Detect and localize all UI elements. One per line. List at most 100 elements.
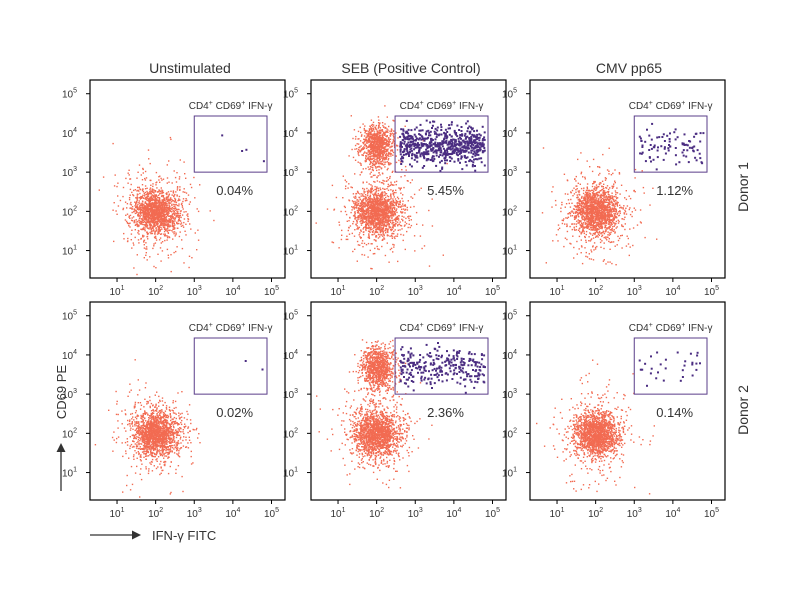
negative-event [144, 177, 146, 180]
negative-event [388, 143, 391, 146]
negative-event [362, 222, 364, 224]
positive-event [460, 130, 463, 132]
negative-event [140, 221, 142, 223]
negative-event [364, 132, 366, 134]
negative-event [381, 209, 383, 211]
negative-event [122, 186, 125, 189]
negative-event [379, 159, 381, 161]
negative-event [360, 131, 362, 134]
negative-event [379, 214, 381, 216]
positive-event [463, 156, 466, 159]
negative-event [158, 201, 160, 204]
x-tick-label: 104 [225, 285, 240, 298]
negative-event [396, 215, 399, 218]
negative-event [392, 139, 394, 141]
negative-event [377, 197, 379, 200]
negative-event [390, 155, 392, 157]
negative-event [371, 216, 374, 218]
negative-event [367, 191, 370, 193]
negative-event [176, 222, 178, 224]
negative-event [362, 142, 365, 145]
negative-event [368, 183, 370, 185]
panel-grid: CD4+ CD69+ IFN-γ0.04%1011011021021031031… [62, 79, 726, 520]
negative-event [378, 131, 381, 133]
negative-event [389, 235, 391, 237]
negative-event [177, 208, 179, 211]
negative-event [386, 149, 388, 151]
negative-event [185, 211, 187, 213]
negative-event [371, 202, 374, 204]
positive-event [415, 138, 417, 141]
negative-event [161, 220, 163, 222]
negative-event [371, 176, 373, 178]
negative-event [372, 133, 375, 136]
positive-event [407, 132, 410, 135]
negative-event [375, 224, 377, 226]
y-tick-label: 102 [283, 205, 298, 218]
negative-event [352, 206, 355, 208]
negative-event [135, 197, 137, 199]
negative-event [183, 161, 185, 163]
positive-event [422, 151, 425, 154]
negative-event [147, 213, 149, 216]
positive-event [450, 157, 453, 160]
negative-event [151, 207, 154, 210]
positive-event [460, 141, 463, 144]
negative-event [359, 126, 361, 129]
negative-event [170, 270, 172, 273]
negative-event [138, 190, 140, 192]
positive-event [406, 131, 409, 134]
negative-event [157, 225, 159, 228]
negative-event [380, 153, 383, 155]
negative-event [145, 242, 147, 244]
negative-event [169, 220, 171, 222]
negative-event [161, 195, 163, 197]
positive-event [460, 156, 463, 158]
negative-population-points [541, 147, 658, 266]
negative-event [123, 238, 125, 240]
negative-event [141, 204, 144, 207]
negative-event [367, 198, 369, 201]
negative-event [138, 230, 140, 232]
negative-event [371, 188, 373, 191]
negative-event [161, 189, 163, 191]
positive-event [417, 151, 420, 154]
negative-event [166, 223, 169, 226]
negative-event [149, 203, 152, 205]
negative-event [376, 135, 378, 137]
negative-event [373, 129, 375, 131]
negative-event [347, 187, 349, 189]
negative-event [384, 204, 386, 206]
positive-event [401, 132, 404, 135]
positive-event [439, 143, 442, 146]
negative-event [399, 161, 402, 163]
positive-event [462, 150, 465, 153]
negative-event [381, 161, 383, 163]
positive-event [418, 133, 421, 136]
negative-event [128, 216, 130, 218]
negative-event [362, 194, 364, 196]
negative-event [364, 130, 367, 132]
negative-event [386, 188, 388, 190]
negative-event [358, 196, 360, 199]
negative-event [382, 140, 384, 142]
negative-event [384, 205, 387, 207]
negative-event [361, 213, 364, 215]
negative-event [378, 208, 380, 210]
positive-event [461, 149, 464, 152]
negative-event [170, 216, 172, 219]
negative-event [383, 194, 385, 197]
positive-event [478, 136, 481, 139]
negative-event [122, 208, 124, 211]
negative-event [376, 231, 379, 233]
negative-event [179, 199, 181, 201]
negative-event [400, 176, 402, 178]
positive-event [416, 160, 419, 163]
negative-event [378, 161, 380, 163]
negative-event [172, 224, 174, 227]
negative-event [369, 125, 371, 128]
negative-event [168, 160, 170, 162]
negative-event [361, 242, 363, 244]
negative-event [179, 159, 181, 161]
negative-event [381, 147, 383, 149]
